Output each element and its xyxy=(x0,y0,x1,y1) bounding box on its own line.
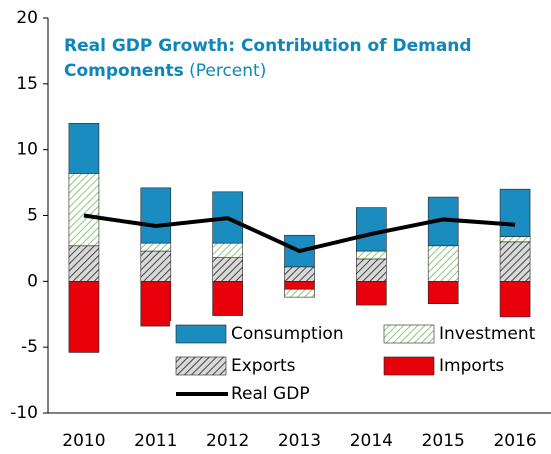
bar-segment xyxy=(68,245,100,282)
bar-segment xyxy=(140,281,172,327)
y-tick-label: 20 xyxy=(16,8,38,28)
bar-segment xyxy=(499,188,531,237)
bar-segment xyxy=(68,123,100,174)
y-tick-label: 0 xyxy=(27,271,38,291)
x-tick-label: 2015 xyxy=(422,431,465,451)
legend-swatch xyxy=(383,324,435,344)
bar-segment xyxy=(356,281,387,306)
y-tick-label: 15 xyxy=(16,74,38,94)
y-tick-label: 10 xyxy=(16,140,38,160)
legend-label: Imports xyxy=(439,356,504,376)
bar-segment xyxy=(284,281,315,290)
bar-segment xyxy=(284,288,315,298)
x-tick-label: 2012 xyxy=(206,431,249,451)
bar-segment xyxy=(427,245,459,282)
x-tick-label: 2016 xyxy=(493,431,536,451)
bar-segment xyxy=(140,250,172,282)
bar-segment xyxy=(499,236,531,243)
legend-label: Consumption xyxy=(231,324,344,344)
legend-label: Exports xyxy=(231,356,296,376)
y-tick-label: 5 xyxy=(27,206,38,226)
legend-swatch xyxy=(175,324,227,344)
legend-swatch xyxy=(383,356,435,376)
bar-segment xyxy=(499,241,531,282)
bar-segment xyxy=(212,281,243,316)
bar-segment xyxy=(427,281,459,305)
legend-swatch xyxy=(175,356,227,376)
y-tick-label: -5 xyxy=(21,337,38,357)
bar-segment xyxy=(499,281,531,318)
x-tick-label: 2010 xyxy=(62,431,105,451)
bar-segment xyxy=(140,187,172,244)
chart-subtitle: (Percent) xyxy=(189,61,267,81)
bar-segment xyxy=(68,173,100,247)
y-tick-label: -10 xyxy=(10,403,38,423)
legend-label: Investment xyxy=(439,324,536,344)
bar-segment xyxy=(284,266,315,282)
line-series xyxy=(83,213,516,254)
bar-segment xyxy=(212,242,243,258)
x-tick-label: 2014 xyxy=(350,431,393,451)
x-tick-label: 2013 xyxy=(278,431,321,451)
chart-title: Real GDP Growth: Contribution of Demand … xyxy=(64,36,472,81)
bar-segment xyxy=(356,258,387,282)
bar-segment xyxy=(68,281,100,353)
bar-segment xyxy=(356,250,387,260)
legend-label: Real GDP xyxy=(231,384,310,404)
bar-segment xyxy=(356,207,387,252)
title-block: Real GDP Growth: Contribution of Demand … xyxy=(64,34,534,84)
bar-segment xyxy=(212,257,243,282)
bar-segment xyxy=(140,242,172,252)
x-tick-label: 2011 xyxy=(134,431,177,451)
legend-bg xyxy=(170,321,551,411)
